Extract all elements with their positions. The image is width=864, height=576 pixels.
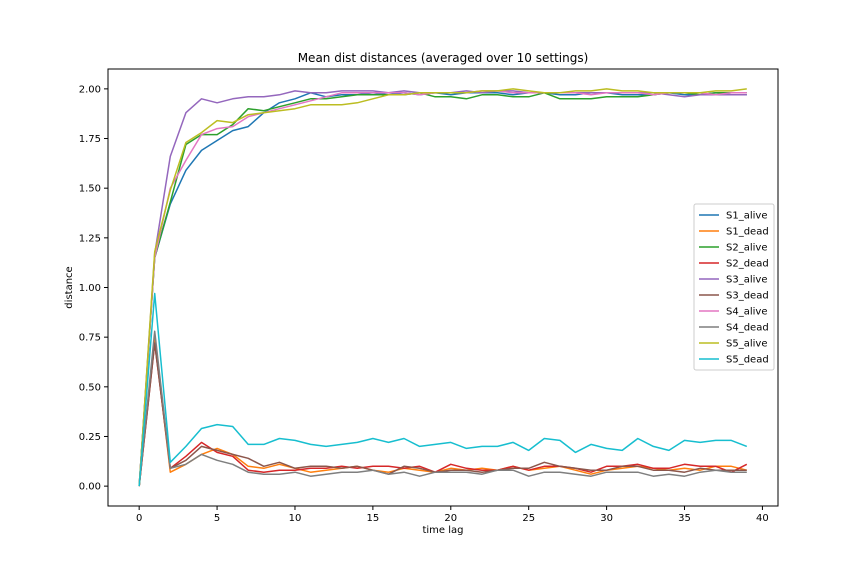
series-line-S2_dead (138, 342, 748, 487)
x-tick-label: 5 (214, 513, 220, 524)
x-tick-label: 0 (136, 513, 142, 524)
x-tick-label: 20 (444, 513, 457, 524)
legend: S1_alive S1_dead S2_alive S2_dead S3_alive S3… (693, 203, 775, 371)
x-tick-label: 25 (522, 513, 535, 524)
x-tick-label: 35 (678, 513, 691, 524)
plot-series-group (138, 88, 748, 487)
y-tick-label: 0.25 (79, 432, 101, 443)
x-tick-label: 40 (756, 513, 769, 524)
y-tick-label: 0.00 (79, 482, 101, 493)
chart-title: Mean dist distances (averaged over 10 se… (298, 51, 589, 65)
x-tick-label: 10 (289, 513, 302, 524)
y-tick-label: 1.75 (79, 134, 101, 145)
x-tick-label: 15 (367, 513, 380, 524)
legend-entry-label: S2_alive (726, 243, 767, 254)
x-tick-label: 30 (600, 513, 613, 524)
legend-entry-label: S3_alive (726, 275, 767, 286)
legend-entry-label: S4_dead (726, 323, 769, 334)
y-axis-label: distance (64, 266, 75, 308)
legend-entry-label: S2_dead (726, 259, 769, 270)
y-tick-label: 1.25 (79, 233, 101, 244)
y-tick-label: 2.00 (79, 84, 101, 95)
series-line-S1_dead (138, 338, 747, 487)
y-tick-label: 0.75 (79, 333, 101, 344)
legend-box (693, 203, 775, 371)
legend-entry-label: S1_alive (726, 211, 767, 222)
series-line-S2_alive (138, 92, 747, 487)
series-line-S5_alive (138, 88, 747, 487)
series-line-S1_alive (138, 92, 747, 487)
series-line-S4_dead (138, 330, 747, 487)
series-line-S5_dead (138, 292, 748, 487)
y-tick-label: 1.00 (79, 283, 101, 294)
legend-entry-label: S3_dead (726, 291, 769, 302)
legend-entry-label: S5_alive (726, 339, 767, 350)
y-axis: 0.00 0.25 0.50 0.75 1.00 1.25 1.50 1.75 2.00 (79, 84, 108, 493)
legend-entry-label: S5_dead (726, 355, 769, 366)
series-line-S3_dead (138, 342, 747, 487)
x-axis-label: time lag (422, 525, 463, 536)
x-axis: 0 5 10 15 20 25 30 35 40 (136, 506, 769, 524)
y-tick-label: 0.50 (79, 382, 101, 393)
legend-entry-label: S1_dead (726, 227, 769, 238)
legend-entry-label: S4_alive (726, 307, 767, 318)
y-tick-label: 1.50 (79, 184, 101, 195)
